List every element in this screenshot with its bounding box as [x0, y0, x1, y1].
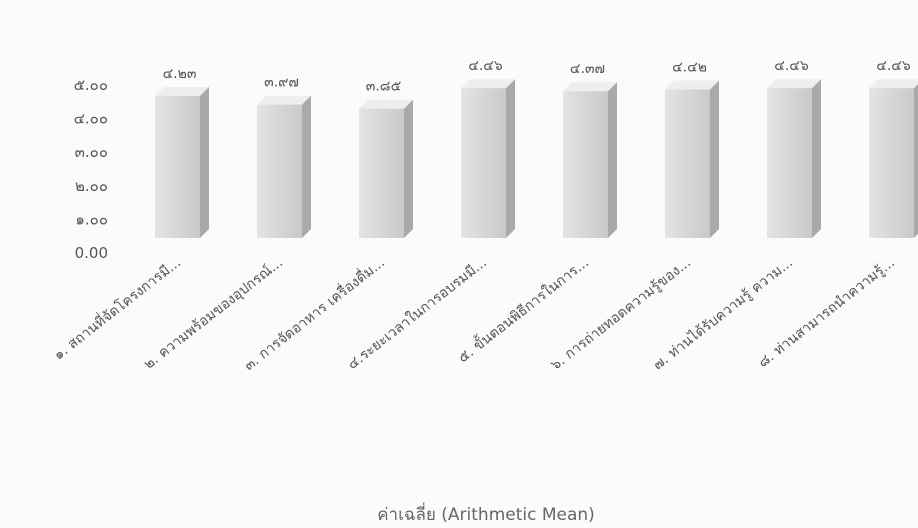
- data-label: ๔.๔๖: [468, 58, 503, 74]
- bar-front: [155, 95, 200, 238]
- bar-front: [563, 91, 608, 238]
- y-tick-label: ๕.๐๐: [74, 76, 108, 94]
- bar-top: [869, 79, 918, 89]
- y-tick-label: ๒.๐๐: [75, 177, 108, 195]
- bar: [461, 79, 515, 238]
- bar-side: [812, 79, 821, 238]
- bars: [155, 79, 918, 238]
- data-label: ๓.๙๗: [264, 75, 299, 91]
- bar: [767, 79, 821, 238]
- y-tick-label: ๔.๐๐: [74, 110, 108, 128]
- data-label: ๔.๓๗: [570, 61, 605, 77]
- y-axis: 0.00 ๑.๐๐ ๒.๐๐ ๓.๐๐ ๔.๐๐ ๕.๐๐: [74, 76, 108, 262]
- bar: [563, 82, 617, 238]
- bar-top: [461, 79, 515, 89]
- y-tick-label: ๑.๐๐: [75, 210, 108, 228]
- bar-top: [665, 80, 719, 90]
- bar-front: [461, 88, 506, 238]
- bar-side: [506, 79, 515, 238]
- y-tick-label: 0.00: [75, 244, 108, 262]
- data-label: ๔.๒๓: [163, 66, 197, 82]
- bar-front: [767, 88, 812, 238]
- bar-top: [767, 79, 821, 89]
- data-labels: ๔.๒๓๓.๙๗ ๓.๘๕ ๔.๔๖ ๔.๓๗ ๔.๔๒ ๔.๔๖ ๔.๔๖: [163, 58, 911, 94]
- data-label: ๔.๔๒: [672, 59, 707, 75]
- bar-top: [257, 95, 311, 105]
- bar: [359, 99, 413, 238]
- bar-front: [257, 104, 302, 238]
- y-tick-label: ๓.๐๐: [75, 143, 108, 161]
- bar-side: [710, 80, 719, 238]
- bar-top: [359, 99, 413, 109]
- bar-side: [302, 95, 311, 238]
- bar: [155, 86, 209, 238]
- data-label: ๔.๔๖: [876, 58, 911, 74]
- x-axis: ๑. สถานที่จัดโครงการมี...๒. ความพร้อมของ…: [50, 252, 898, 374]
- bar-side: [608, 82, 617, 238]
- x-axis-title: ค่าเฉลี่ย (Arithmetic Mean): [377, 502, 595, 525]
- bar-front: [869, 88, 914, 238]
- bar-front: [665, 89, 710, 238]
- bar-top: [155, 86, 209, 96]
- data-label: ๓.๘๕: [366, 79, 401, 95]
- bar: [869, 79, 918, 238]
- bar-side: [914, 84, 918, 238]
- data-label: ๔.๔๖: [774, 58, 809, 74]
- bar-side: [200, 86, 209, 238]
- bar-top: [563, 82, 617, 92]
- bar-front: [359, 108, 404, 238]
- bar: [665, 80, 719, 238]
- bar: [257, 95, 311, 238]
- bar-side: [404, 99, 413, 238]
